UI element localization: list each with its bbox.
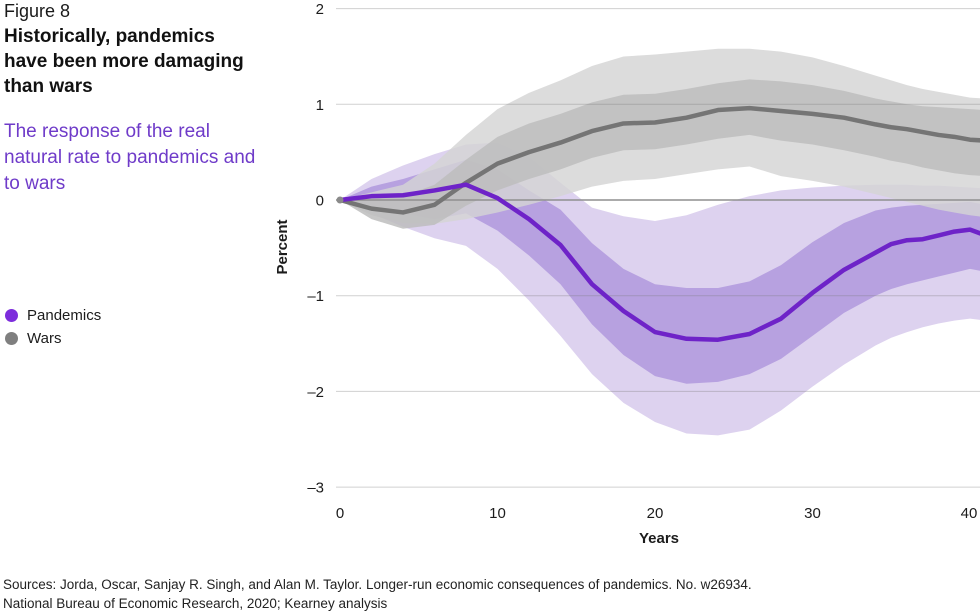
y-tick-–3: –3: [307, 480, 324, 497]
origin-dot: [336, 196, 344, 204]
x-tick-40: 40: [961, 505, 978, 522]
figure-title: Historically, pandemics have been more d…: [4, 26, 244, 97]
x-tick-0: 0: [336, 505, 344, 522]
x-axis-label: Years: [639, 530, 679, 547]
legend: Pandemics Wars: [5, 304, 101, 350]
source-note: Sources: Jorda, Oscar, Sanjay R. Singh, …: [3, 575, 968, 613]
legend-item-pandemics: Pandemics: [5, 304, 101, 327]
source-line-2: National Bureau of Economic Research, 20…: [3, 596, 388, 611]
pandemics-inner-band: [340, 159, 980, 384]
figure-label: Figure 8: [4, 1, 71, 21]
wars-dot-icon: [5, 332, 18, 345]
y-axis-label: Percent: [274, 219, 291, 274]
legend-item-wars: Wars: [5, 327, 101, 350]
y-tick-–1: –1: [307, 288, 324, 305]
legend-label-wars: Wars: [27, 330, 62, 347]
y-tick-1: 1: [316, 97, 324, 114]
y-tick-–2: –2: [307, 384, 324, 401]
pandemics-line: [337, 182, 980, 342]
x-tick-20: 20: [647, 505, 664, 522]
x-tick-30: 30: [804, 505, 821, 522]
figure-subtitle: The response of the real natural rate to…: [4, 121, 256, 194]
source-line-1: Sources: Jorda, Oscar, Sanjay R. Singh, …: [3, 577, 752, 592]
x-tick-10: 10: [489, 505, 506, 522]
y-tick-0: 0: [316, 193, 324, 210]
legend-label-pandemics: Pandemics: [27, 307, 102, 324]
y-tick-2: 2: [316, 1, 324, 18]
pandemics-dot-icon: [5, 309, 18, 322]
